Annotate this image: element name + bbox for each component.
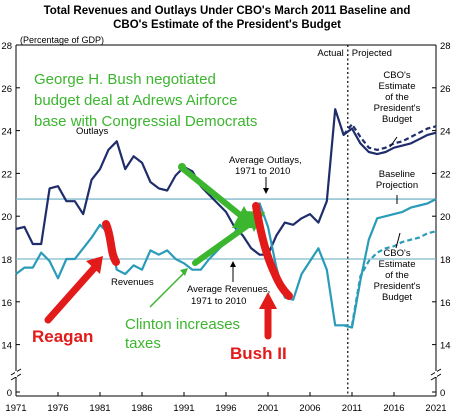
- projected-label: Projected: [352, 48, 392, 59]
- baseline-projection-label: Baseline: [379, 169, 415, 180]
- axis-break-gap-left: [15, 371, 17, 377]
- average-outlays-arrowhead: [263, 188, 269, 194]
- y-tick-label-left: 22: [1, 169, 12, 180]
- revenues-presidents-budget-line: [343, 230, 437, 327]
- clinton-arrow: [192, 215, 261, 266]
- x-tick-label: 2006: [299, 403, 320, 414]
- reagan-arrowhead: [86, 256, 103, 274]
- outlays-line: [15, 108, 437, 256]
- chart-title-line: CBO's Estimate of the President's Budget: [113, 19, 341, 31]
- y-tick-label-left: 14: [1, 341, 12, 352]
- x-tick-label: 1971: [5, 403, 26, 414]
- reagan-arrow: [44, 262, 100, 324]
- y-axis-label: (Percentage of GDP): [20, 35, 104, 45]
- clinton-annotation-text: taxes: [125, 335, 161, 352]
- actual-label: Actual: [317, 48, 343, 59]
- x-tick-label: 2016: [383, 403, 404, 414]
- bush-sr-arrow-tail: [178, 163, 186, 171]
- cbo-outlays-pointer: [389, 136, 398, 148]
- y-tick-label-left: 0: [7, 388, 12, 399]
- chart-title-line: Total Revenues and Outlays Under CBO's M…: [44, 5, 411, 17]
- cbo-outlays-estimate-label: Budget: [382, 114, 412, 125]
- y-tick-label-right: 24: [440, 127, 451, 138]
- y-tick-label-right: 16: [440, 298, 451, 309]
- clinton-annotation-text: Clinton increases: [125, 316, 240, 333]
- x-tick-label: 1991: [173, 403, 194, 414]
- cbo-outlays-estimate-label: President's: [374, 103, 421, 114]
- x-tick-label: 1981: [89, 403, 110, 414]
- cbo-outlays-estimate-label: CBO's: [383, 70, 410, 81]
- bush-sr-annotation-text: George H. Bush negotiated: [34, 71, 216, 88]
- cbo-outlays-estimate-label: Estimate: [379, 81, 416, 92]
- cbo-outlays-estimate-label: of the: [385, 92, 409, 103]
- y-tick-label-left: 16: [1, 298, 12, 309]
- bush-ii-scribble: [252, 202, 293, 300]
- y-tick-label-right: 0: [440, 388, 445, 399]
- y-tick-label-right: 28: [440, 41, 451, 52]
- average-outlays-label: 1971 to 2010: [235, 166, 290, 177]
- x-tick-label: 1996: [215, 403, 236, 414]
- y-tick-label-right: 18: [440, 255, 451, 266]
- cbo-revenues-estimate-label: of the: [385, 270, 409, 281]
- baseline-projection-label: Projection: [376, 180, 418, 191]
- bush-ii-annotation-text: Bush II: [230, 344, 287, 363]
- reagan-annotation-text: Reagan: [32, 327, 93, 346]
- y-tick-label-right: 20: [440, 212, 451, 223]
- clinton-pointer: [149, 271, 186, 308]
- bush-sr-arrow: [179, 165, 253, 226]
- revenues-line: [15, 198, 437, 329]
- x-tick-label: 1976: [47, 403, 68, 414]
- bush-ii-arrowhead: [259, 292, 277, 309]
- average-outlays-label: Average Outlays,: [229, 155, 302, 166]
- cbo-revenues-estimate-label: President's: [374, 281, 421, 292]
- reagan-scribble: [102, 220, 120, 266]
- y-tick-label-right: 26: [440, 84, 451, 95]
- cbo-revenues-estimate-label: Budget: [382, 292, 412, 303]
- x-tick-label: 1986: [131, 403, 152, 414]
- bush-sr-annotation-text: base with Congressial Democrats: [34, 113, 257, 130]
- outlays-label: Outlays: [76, 126, 108, 137]
- y-tick-label-right: 14: [440, 341, 451, 352]
- y-tick-label-left: 20: [1, 212, 12, 223]
- outlays-presidents-budget-line: [342, 123, 437, 151]
- y-tick-label-left: 24: [1, 127, 12, 138]
- y-tick-label-left: 26: [1, 84, 12, 95]
- x-tick-label: 2011: [342, 403, 362, 414]
- average-revenues-arrowhead: [230, 261, 236, 267]
- average-revenues-label: Average Revenues,: [187, 284, 270, 295]
- average-revenues-label: 1971 to 2010: [191, 296, 246, 307]
- x-tick-label: 2021: [425, 403, 446, 414]
- y-tick-label-left: 18: [1, 255, 12, 266]
- y-tick-label-right: 22: [440, 169, 451, 180]
- axis-break-gap-right: [435, 371, 437, 377]
- x-tick-label: 2001: [257, 403, 278, 414]
- cbo-revenues-pointer: [395, 232, 401, 249]
- clinton-pointer-head: [180, 268, 188, 276]
- y-tick-label-left: 28: [1, 41, 12, 52]
- revenues-label: Revenues: [111, 277, 154, 288]
- cbo-revenues-estimate-label: CBO's: [383, 248, 410, 259]
- bush-sr-annotation-text: budget deal at Adrews Airforce: [34, 92, 237, 109]
- cbo-revenues-estimate-label: Estimate: [379, 259, 416, 270]
